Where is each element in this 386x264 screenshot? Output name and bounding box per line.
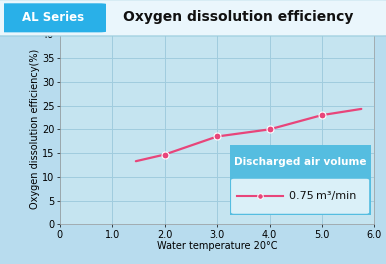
- X-axis label: Water temperature 20°C: Water temperature 20°C: [157, 241, 278, 251]
- FancyBboxPatch shape: [0, 0, 386, 36]
- Y-axis label: Oxygen dissolution efficiency(%): Oxygen dissolution efficiency(%): [30, 49, 41, 210]
- Text: Discharged air volume: Discharged air volume: [234, 157, 366, 167]
- FancyBboxPatch shape: [223, 142, 378, 219]
- FancyBboxPatch shape: [0, 3, 106, 32]
- Text: 0.75 m³/min: 0.75 m³/min: [289, 191, 356, 201]
- Text: AL Series: AL Series: [22, 11, 84, 24]
- FancyBboxPatch shape: [231, 179, 369, 214]
- Text: Oxygen dissolution efficiency: Oxygen dissolution efficiency: [123, 10, 354, 24]
